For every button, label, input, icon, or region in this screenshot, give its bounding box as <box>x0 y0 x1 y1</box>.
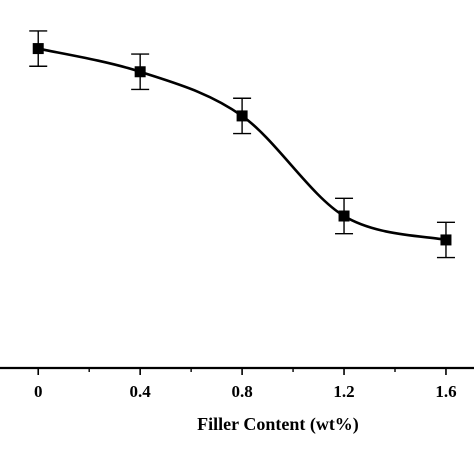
x-axis-ticks: 0 0.4 0.8 1.2 1.6 <box>34 368 457 401</box>
data-point <box>32 43 44 55</box>
x-tick-label: 1.2 <box>333 382 354 401</box>
data-point <box>236 110 248 122</box>
plot-area <box>29 30 455 259</box>
x-axis-title: Filler Content (wt%) <box>197 414 359 435</box>
series-line <box>37 47 447 242</box>
data-point <box>338 210 350 222</box>
data-point <box>440 234 452 246</box>
data-point <box>134 66 146 78</box>
x-tick-label: 0.4 <box>130 382 152 401</box>
x-tick-label: 0 <box>34 382 43 401</box>
x-tick-label: 1.6 <box>435 382 456 401</box>
x-tick-label: 0.8 <box>231 382 252 401</box>
